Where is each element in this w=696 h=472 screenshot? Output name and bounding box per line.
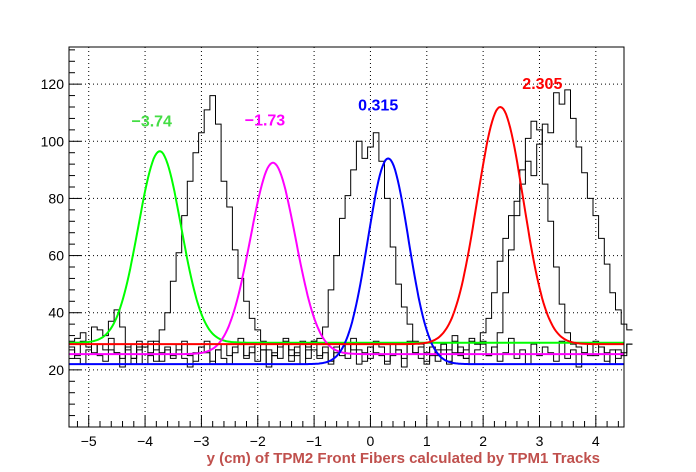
x-tick-label: −1 — [306, 433, 322, 449]
x-tick-label: −5 — [81, 433, 97, 449]
y-tick-label: 20 — [48, 362, 64, 378]
peak-label: −1.73 — [245, 113, 286, 130]
peak-label: 2.305 — [522, 76, 562, 93]
x-axis-title: y (cm) of TPM2 Front Fibers calculated b… — [207, 450, 600, 467]
x-tick-label: 3 — [536, 433, 544, 449]
x-tick-label: 1 — [423, 433, 431, 449]
labels: −3.74 −1.73 0.315 2.305 — [131, 76, 562, 130]
x-tick-label: 0 — [367, 433, 375, 449]
y-tick-label: 120 — [41, 76, 65, 92]
fit-curve — [69, 161, 624, 356]
plot-frame — [68, 46, 625, 428]
y-tick-label: 100 — [41, 133, 65, 149]
y-tick-label: 60 — [48, 248, 64, 264]
x-tick-label: −2 — [250, 433, 266, 449]
y-tick-label: 80 — [48, 190, 64, 206]
histogram-series — [69, 89, 633, 365]
x-tick-label: 2 — [479, 433, 487, 449]
fit-curves — [69, 105, 624, 366]
fit-curve — [69, 150, 624, 344]
y-tick-label: 40 — [48, 305, 64, 321]
histogram-series — [69, 95, 633, 365]
x-tick-label: −4 — [137, 433, 153, 449]
axes: −5 −4 −3 −2 −1 0 1 2 3 4 20 40 60 80 100 120 — [41, 46, 625, 449]
peak-label: −3.74 — [131, 113, 172, 130]
peak-label: 0.315 — [358, 97, 398, 114]
fit-curve — [69, 105, 624, 346]
grid — [69, 47, 624, 427]
fit-curve — [69, 157, 624, 366]
x-tick-label: 4 — [592, 433, 600, 449]
x-tick-label: −3 — [193, 433, 209, 449]
